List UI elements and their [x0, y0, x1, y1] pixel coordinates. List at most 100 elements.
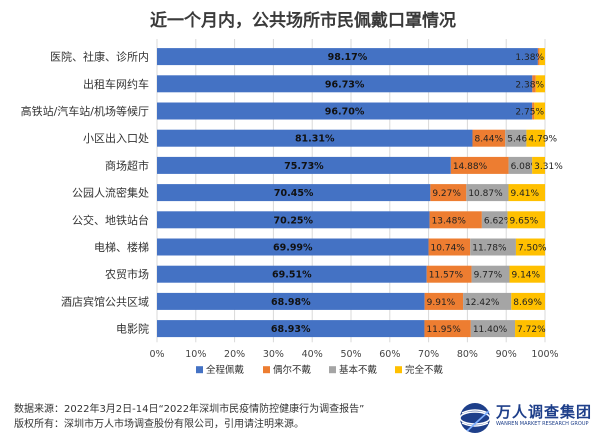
data-label: 11.40% [473, 325, 508, 335]
data-label: 10.74% [431, 244, 466, 254]
data-label: 6.08% [511, 162, 540, 172]
category-label: 酒店宾馆公共区域 [61, 294, 149, 308]
bar-segment [511, 292, 545, 310]
bar-segment [157, 211, 430, 229]
bar-segment [537, 48, 540, 66]
data-label: 12.42% [465, 298, 500, 308]
bar-segment [508, 156, 533, 174]
data-label: 98.17% [328, 52, 368, 63]
legend: 全程佩戴 偶尔不戴 基本不戴 完全不戴 [196, 364, 444, 376]
logo-name: 万人调查集团 [496, 403, 593, 421]
data-label: 75.73% [284, 161, 324, 172]
bar-segment [157, 156, 451, 174]
bar-segment [534, 102, 545, 120]
bar-segment [507, 211, 545, 229]
data-label: 9.65% [510, 216, 539, 226]
bar-segment [472, 129, 506, 147]
data-label: 5.46% [507, 135, 536, 145]
legend-swatch [263, 366, 270, 374]
data-label: 6.62% [484, 216, 513, 226]
data-label: 13.48% [432, 216, 467, 226]
bar-segment [428, 238, 471, 256]
legend-swatch [329, 366, 336, 374]
bar-segment [532, 156, 545, 174]
data-label: 68.93% [271, 324, 311, 335]
bar-segment [157, 48, 538, 66]
bar-segment [157, 129, 473, 147]
x-tick-label: 0% [149, 349, 164, 360]
legend-swatch [196, 366, 203, 374]
category-label: 电梯、楼梯 [94, 240, 149, 254]
x-tick-label: 70% [418, 349, 439, 360]
bar-segment [481, 211, 508, 229]
bar-segment [426, 265, 472, 283]
x-tick-label: 100% [531, 349, 558, 360]
x-tick-label: 30% [263, 349, 284, 360]
globe-logo-icon [459, 403, 491, 433]
bar-segment [505, 129, 527, 147]
bar-segment [532, 75, 536, 93]
data-label: 3.31% [534, 162, 563, 172]
x-tick-label: 40% [302, 349, 323, 360]
bar-segment [532, 102, 535, 120]
data-label: 8.44% [474, 135, 503, 145]
bar-segment [509, 265, 545, 283]
bar-segment [424, 292, 464, 310]
data-label: 11.78% [472, 244, 507, 254]
bar-segment [157, 75, 533, 93]
chart-title: 近一个月内，公共场所市民佩戴口罩情况 [150, 10, 456, 31]
data-label: 8.69% [513, 298, 542, 308]
bars-layer: 98.17% 1.38% 96.73% 2.38% 96.70% 2.75% 81.31% 8… [157, 48, 563, 338]
data-label: 9.27% [432, 189, 461, 199]
bar-segment [430, 184, 467, 202]
company-logo: 万人调查集团 WANREN MARKET RESEARCH GROUP [456, 399, 594, 437]
bar-segment [470, 238, 516, 256]
data-label: 11.57% [429, 271, 464, 281]
category-label: 电影院 [116, 322, 149, 336]
category-label: 小区出入口处 [83, 131, 149, 145]
footer-source: 数据来源：2022年3月2日-14日“2022年深圳市民疫情防控健康行为调查报告… [14, 404, 365, 415]
bar-segment [515, 238, 546, 256]
bar-segment [526, 129, 545, 147]
data-label: 9.41% [510, 189, 539, 199]
data-label: 69.51% [272, 270, 312, 281]
data-label: 81.31% [295, 134, 335, 145]
data-label: 10.87% [468, 189, 503, 199]
x-tick-label: 10% [185, 349, 206, 360]
bar-segment [157, 102, 533, 120]
legend-label: 偶尔不戴 [273, 364, 312, 376]
bar-segment [535, 75, 545, 93]
data-label: 9.14% [511, 271, 540, 281]
data-label: 96.73% [325, 79, 365, 90]
bar-segment [424, 320, 471, 338]
data-label: 7.50% [518, 244, 547, 254]
bar-segment [157, 292, 425, 310]
data-label: 70.25% [273, 215, 313, 226]
logo-tagline: WANREN MARKET RESEARCH GROUP [496, 421, 589, 427]
bar-segment [157, 265, 427, 283]
data-label: 68.98% [271, 297, 311, 308]
bar-segment [466, 184, 509, 202]
category-label: 出租车网约车 [83, 77, 149, 91]
bar-segment [157, 184, 431, 202]
legend-swatch [395, 366, 402, 374]
data-label: 1.38% [515, 53, 544, 63]
category-label: 农贸市场 [105, 267, 149, 281]
axis-layer: 0% 10% 20% 30% 40% 50% 60% 70% 80% 90% 100% 医院、社康、诊… [21, 50, 559, 361]
category-label: 医院、社康、诊所内 [50, 50, 149, 64]
data-label: 2.75% [515, 108, 544, 118]
bar-segment [157, 320, 425, 338]
category-label: 商场超市 [105, 158, 149, 172]
category-label: 公园人流密集处 [72, 186, 149, 200]
data-label: 9.77% [474, 271, 503, 281]
bar-segment [463, 292, 512, 310]
data-label: 4.79% [528, 135, 557, 145]
legend-label: 基本不戴 [339, 364, 378, 376]
x-tick-label: 90% [496, 349, 517, 360]
bar-segment [157, 238, 429, 256]
data-label: 14.88% [453, 162, 488, 172]
bar-segment [539, 48, 545, 66]
category-label: 公交、地铁站台 [72, 213, 149, 227]
bar-segment [508, 184, 545, 202]
